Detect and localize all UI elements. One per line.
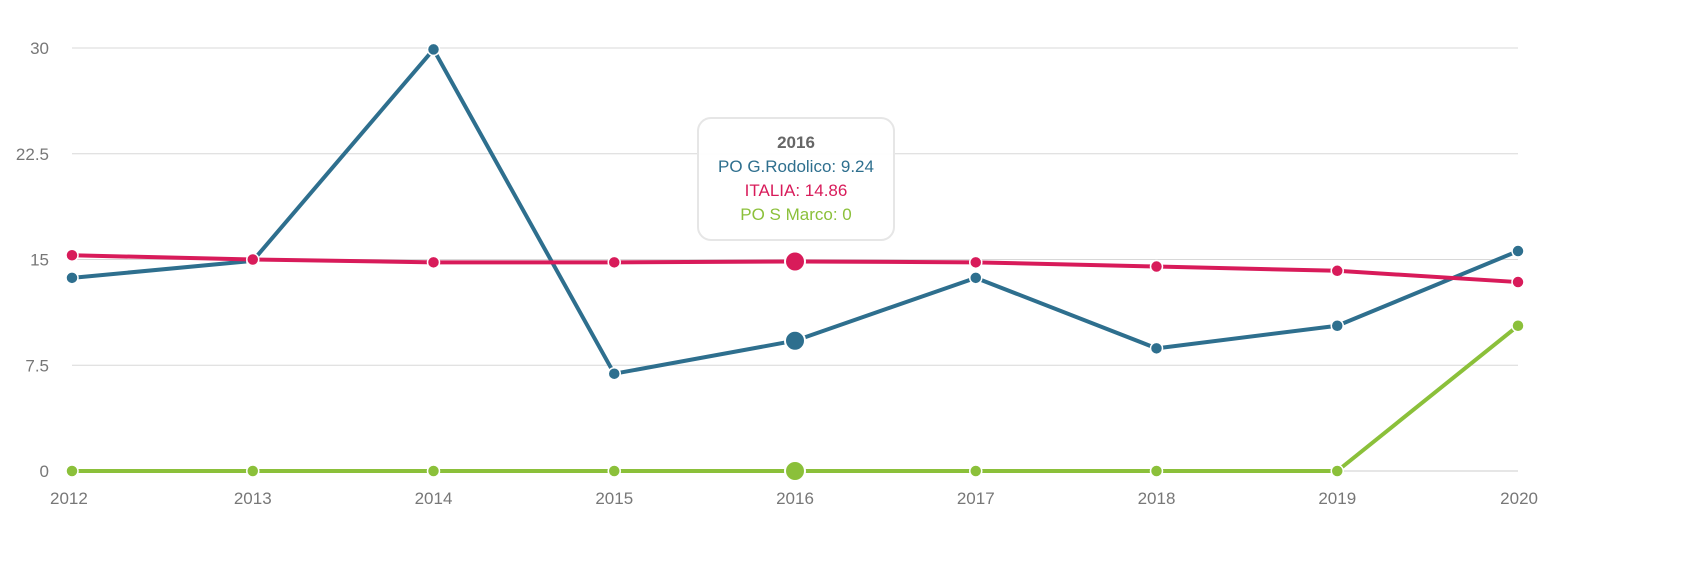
- data-point: [65, 464, 79, 478]
- x-tick-label: 2015: [595, 489, 633, 508]
- x-tick-label: 2012: [50, 489, 88, 508]
- tooltip: 2016 PO G.Rodolico: 9.24 ITALIA: 14.86 P…: [697, 117, 895, 241]
- data-point: [784, 250, 806, 273]
- data-point: [1330, 464, 1344, 478]
- x-tick-label: 2016: [776, 489, 814, 508]
- x-tick-label: 2019: [1318, 489, 1356, 508]
- data-point: [607, 464, 621, 478]
- data-point: [1149, 259, 1164, 274]
- data-point: [1330, 319, 1344, 333]
- data-point: [1330, 264, 1344, 278]
- data-point: [246, 464, 260, 478]
- x-tick-label: 2018: [1138, 489, 1176, 508]
- data-point: [784, 329, 806, 352]
- data-point: [607, 255, 621, 270]
- data-point: [784, 460, 806, 482]
- data-point: [1511, 275, 1525, 289]
- y-tick-label: 15: [30, 251, 49, 270]
- data-point: [969, 255, 983, 270]
- y-tick-label: 22.5: [16, 145, 49, 164]
- data-point: [65, 248, 79, 263]
- data-point: [1511, 244, 1525, 258]
- x-tick-label: 2013: [234, 489, 272, 508]
- y-tick-label: 30: [30, 39, 49, 58]
- data-point: [607, 366, 621, 381]
- y-tick-label: 7.5: [25, 356, 49, 375]
- data-point: [65, 271, 79, 285]
- data-point: [1149, 464, 1164, 478]
- tooltip-line-rodolico: PO G.Rodolico: 9.24: [718, 157, 874, 176]
- data-point: [1149, 341, 1164, 356]
- x-tick-label: 2020: [1500, 489, 1538, 508]
- data-point: [246, 252, 260, 267]
- tooltip-line-smarco: PO S Marco: 0: [740, 205, 852, 224]
- x-tick-label: 2017: [957, 489, 995, 508]
- y-tick-label: 0: [40, 462, 49, 481]
- tooltip-line-italia: ITALIA: 14.86: [744, 181, 848, 200]
- data-point: [426, 42, 441, 57]
- x-tick-label: 2014: [415, 489, 453, 508]
- data-point: [426, 255, 441, 270]
- data-point: [969, 271, 983, 285]
- data-point: [969, 464, 983, 478]
- tooltip-title: 2016: [777, 133, 815, 152]
- data-point: [426, 464, 441, 478]
- data-point: [1511, 319, 1525, 333]
